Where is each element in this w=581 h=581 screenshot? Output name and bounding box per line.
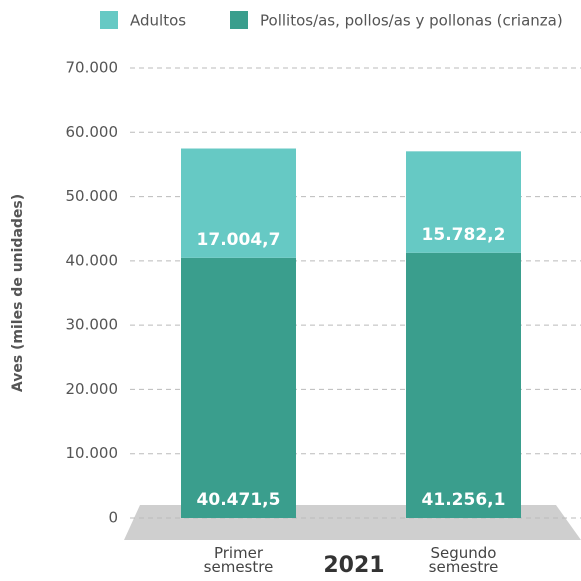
y-tick-label: 0	[108, 509, 118, 527]
y-tick-label: 40.000	[66, 251, 119, 269]
group-label: 2021	[323, 553, 384, 578]
y-tick-label: 10.000	[66, 444, 119, 462]
y-tick-label: 50.000	[66, 187, 119, 205]
legend-swatch	[100, 11, 118, 29]
legend-label: Pollitos/as, pollos/as y pollonas (crian…	[260, 12, 563, 30]
value-label: 15.782,2	[422, 225, 506, 245]
y-tick-label: 70.000	[66, 59, 119, 77]
bar-segment	[181, 257, 296, 518]
x-tick-label: Primer semestre	[203, 544, 274, 576]
value-label: 40.471,5	[197, 490, 281, 510]
value-label: 17.004,7	[197, 230, 281, 250]
y-tick-label: 60.000	[66, 123, 119, 141]
bar-segment	[406, 151, 521, 253]
value-label: 41.256,1	[422, 490, 506, 510]
bar-segment	[406, 252, 521, 518]
legend-swatch	[230, 11, 248, 29]
y-axis-label: Aves (miles de unidades)	[10, 194, 26, 392]
legend-label: Adultos	[130, 12, 186, 30]
x-tick-label: Segundo semestre	[428, 544, 499, 576]
bar-segment	[181, 148, 296, 258]
y-tick-label: 30.000	[66, 316, 119, 334]
y-tick-label: 20.000	[66, 380, 119, 398]
